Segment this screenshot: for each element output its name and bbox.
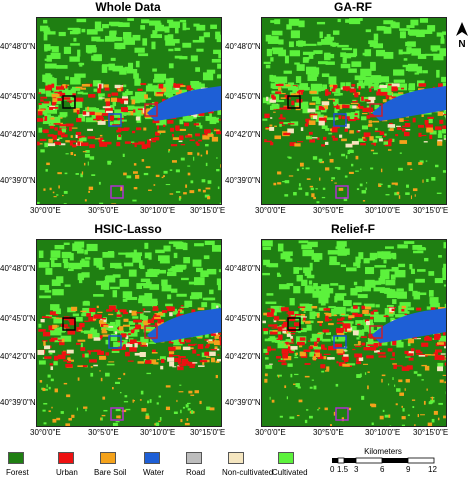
legend-swatch [58, 452, 74, 464]
land-cover-map [36, 239, 222, 427]
legend-swatch [278, 452, 294, 464]
legend-label: Road [186, 468, 206, 477]
scale-tick: 12 [428, 465, 437, 474]
legend-label: Forest [6, 468, 29, 477]
lat-label: 40°39'0"N [225, 176, 261, 185]
lat-label: 40°42'0"N [0, 130, 36, 139]
highlight-box [333, 335, 347, 349]
lat-label: 40°48'0"N [225, 42, 261, 51]
lat-label: 40°42'0"N [0, 352, 36, 361]
legend-label: Non-cultivated [222, 468, 274, 477]
scale-bar: Kilometers 0 1.5 3 6 9 12 [328, 447, 438, 477]
land-cover-map [261, 239, 447, 427]
highlight-box [369, 325, 383, 339]
lat-label: 40°39'0"N [0, 176, 36, 185]
panel-title: Relief-F [330, 222, 375, 236]
lat-label: 40°48'0"N [0, 42, 36, 51]
lat-label: 40°45'0"N [225, 314, 261, 323]
land-cover-map [261, 17, 447, 205]
map-raster [262, 18, 446, 204]
panel-title: GA-RF [334, 0, 372, 14]
north-label: N [458, 39, 465, 48]
highlight-box [110, 185, 124, 199]
lat-label: 40°39'0"N [0, 398, 36, 407]
highlight-box [287, 317, 301, 331]
legend-swatch [100, 452, 116, 464]
highlight-box [108, 335, 122, 349]
legend-label: Bare Soil [94, 468, 127, 477]
legend: Forest Urban Bare Soil Water Road Non-cu… [0, 448, 474, 481]
scale-title: Kilometers [364, 447, 402, 456]
highlight-box [144, 103, 158, 117]
lat-label: 40°45'0"N [225, 92, 261, 101]
lat-label: 40°48'0"N [225, 264, 261, 273]
map-panel-ga-rf: GA-RF 40°48'0"N 40°45'0"N 40°42'0"N 40°3… [225, 0, 448, 215]
map-panel-whole-data: Whole Data 40°48'0"N 40°45'0"N 40°42'0"N… [0, 0, 225, 215]
lon-label: 30°0'0"E [30, 428, 61, 437]
legend-swatch [228, 452, 244, 464]
lon-label: 30°10'0"E [140, 428, 176, 437]
legend-label: Urban [56, 468, 78, 477]
highlight-box [287, 95, 301, 109]
highlight-box [108, 113, 122, 127]
lon-label: 30°15'0"E [190, 206, 226, 215]
lon-label: 30°5'0"E [313, 206, 344, 215]
lon-label: 30°15'0"E [413, 206, 449, 215]
panel-title: Whole Data [95, 0, 161, 14]
lat-label: 40°42'0"N [225, 130, 261, 139]
lon-label: 30°10'0"E [140, 206, 176, 215]
panel-title: HSIC-Lasso [94, 222, 162, 236]
highlight-box [110, 407, 124, 421]
lat-label: 40°45'0"N [0, 92, 36, 101]
lon-label: 30°5'0"E [313, 428, 344, 437]
lon-label: 30°15'0"E [190, 428, 226, 437]
lon-label: 30°10'0"E [365, 206, 401, 215]
lat-label: 40°48'0"N [0, 264, 36, 273]
scale-tick: 0 [330, 465, 335, 474]
highlight-box [335, 185, 349, 199]
map-panel-hsic-lasso: HSIC-Lasso 40°48'0"N 40°45'0"N 40°42'0"N… [0, 222, 225, 437]
scale-tick: 9 [406, 465, 411, 474]
legend-swatch [186, 452, 202, 464]
legend-swatch [144, 452, 160, 464]
lat-label: 40°45'0"N [0, 314, 36, 323]
highlight-box [333, 113, 347, 127]
highlight-box [144, 325, 158, 339]
map-raster [262, 240, 446, 426]
scale-tick: 6 [380, 465, 385, 474]
land-cover-map [36, 17, 222, 205]
lon-label: 30°0'0"E [30, 206, 61, 215]
legend-swatch [8, 452, 24, 464]
lon-label: 30°0'0"E [255, 206, 286, 215]
highlight-box [369, 103, 383, 117]
lon-label: 30°5'0"E [88, 428, 119, 437]
lon-label: 30°15'0"E [413, 428, 449, 437]
legend-label: Cultivated [272, 468, 308, 477]
north-arrow-icon: N [455, 22, 469, 50]
highlight-box [62, 317, 76, 331]
highlight-box [62, 95, 76, 109]
lon-label: 30°10'0"E [365, 428, 401, 437]
highlight-box [335, 407, 349, 421]
scale-tick: 1.5 [337, 465, 349, 474]
lat-label: 40°39'0"N [225, 398, 261, 407]
lon-label: 30°0'0"E [255, 428, 286, 437]
scale-bar-graphic [332, 457, 435, 464]
map-panel-relief-f: Relief-F 40°48'0"N 40°45'0"N 40°42'0"N 4… [225, 222, 448, 437]
legend-label: Water [143, 468, 165, 477]
lon-label: 30°5'0"E [88, 206, 119, 215]
map-raster [37, 18, 221, 204]
scale-tick: 3 [354, 465, 359, 474]
lat-label: 40°42'0"N [225, 352, 261, 361]
map-raster [37, 240, 221, 426]
